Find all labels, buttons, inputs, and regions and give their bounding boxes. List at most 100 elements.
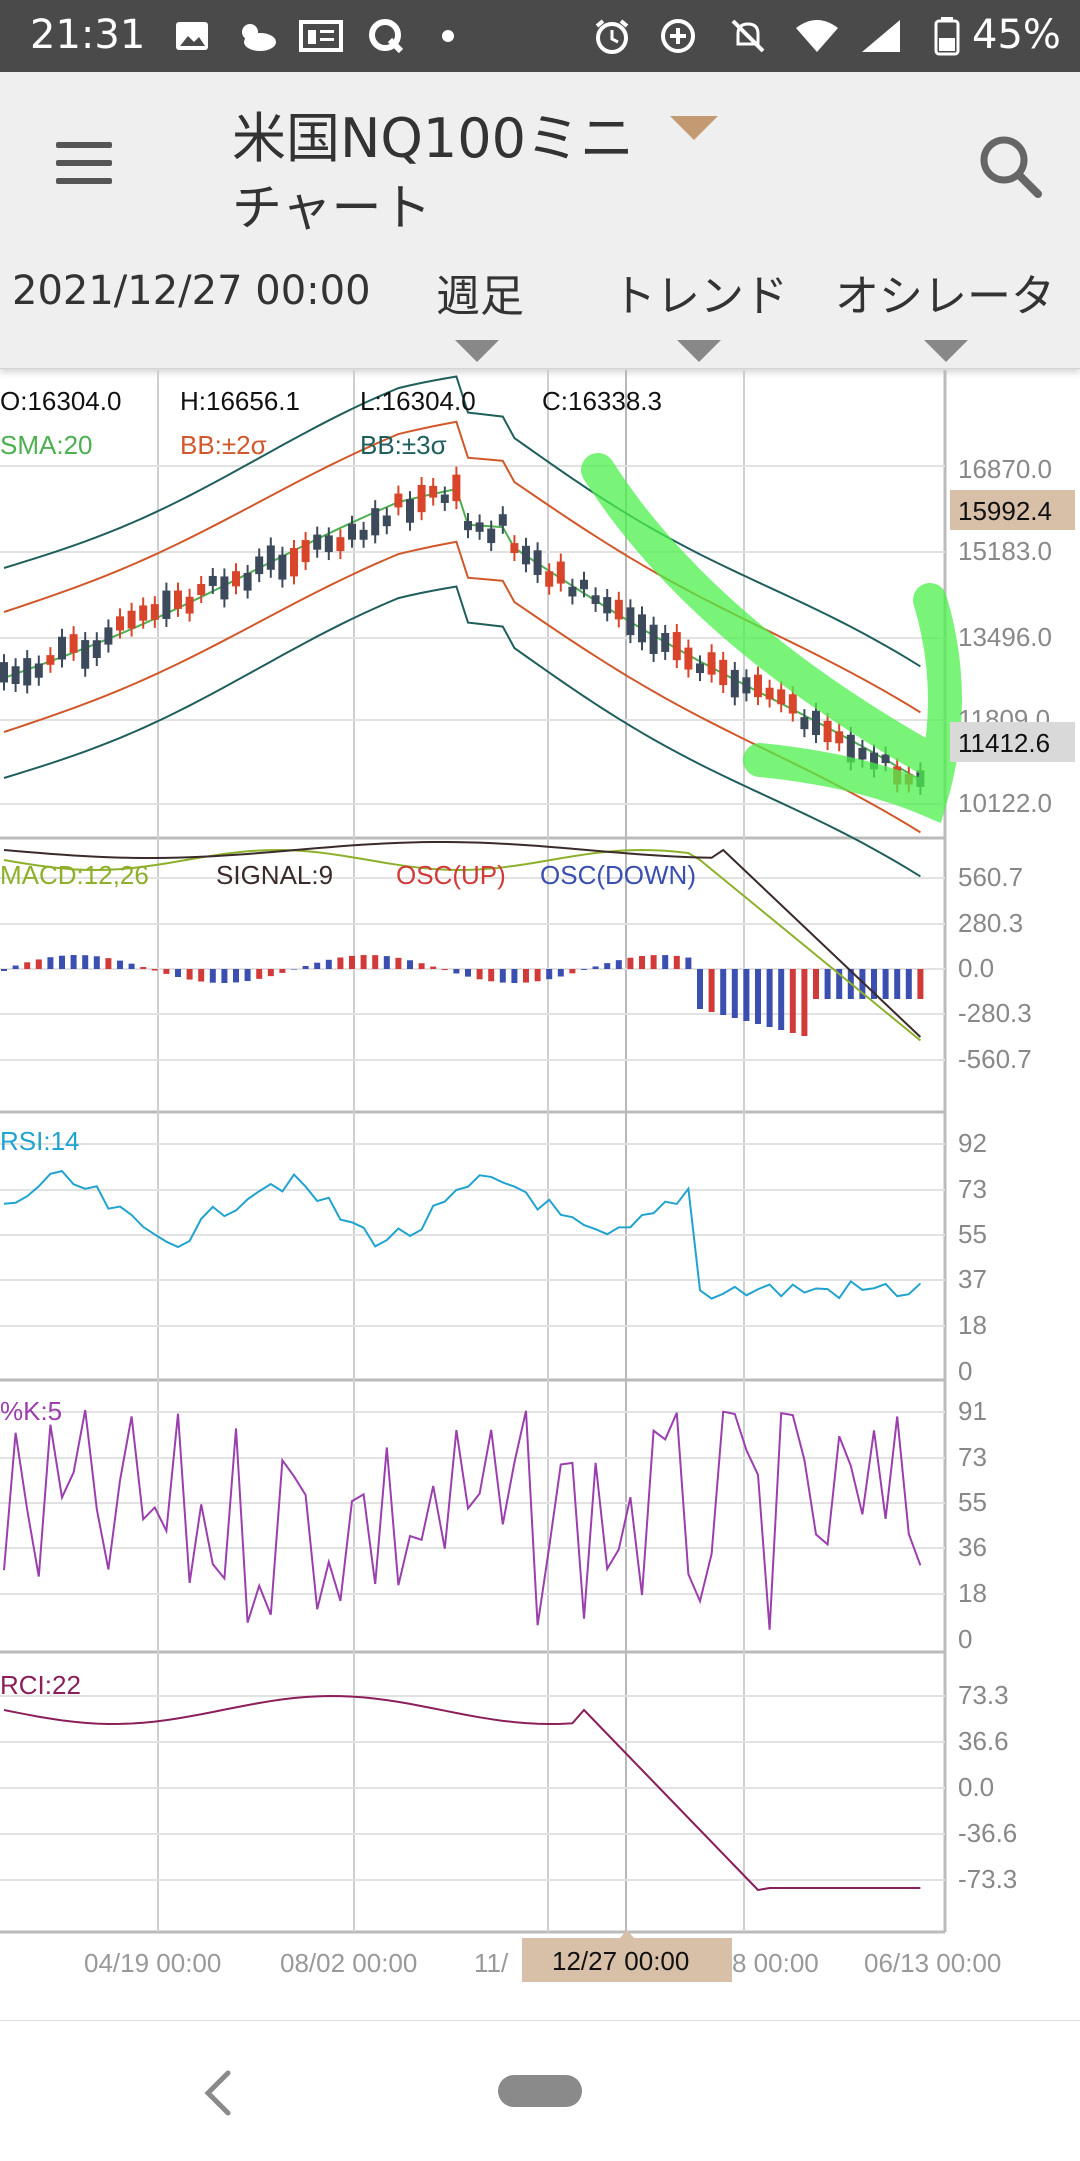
instrument-dropdown-icon[interactable]	[670, 116, 718, 140]
status-time: 21:31	[30, 12, 145, 58]
candle-body	[777, 689, 785, 704]
macd-histogram-bar	[419, 963, 425, 969]
macd-histogram-bar	[152, 969, 158, 971]
macd-histogram-bar	[175, 969, 181, 977]
macd-histogram-bar	[36, 959, 42, 969]
candle-body	[139, 605, 147, 620]
candle-body	[232, 571, 240, 586]
mute-icon	[728, 16, 768, 56]
legend-rci: RCI:22	[0, 1670, 81, 1700]
macd-histogram-bar	[442, 969, 448, 970]
candle-body	[510, 543, 518, 553]
candle-body	[267, 545, 275, 569]
macd-histogram-bar	[523, 969, 529, 983]
candle-body	[336, 537, 344, 551]
candle-body	[81, 640, 89, 669]
candle-body	[766, 688, 774, 700]
macd-histogram-bar	[813, 969, 819, 999]
candle-body	[116, 616, 124, 630]
legend-stoch: %K:5	[0, 1396, 62, 1426]
candle-body	[174, 591, 182, 609]
menu-button[interactable]	[40, 122, 130, 202]
candle-body	[371, 508, 379, 535]
x-tick-4: 8 00:00	[732, 1948, 819, 1978]
candle-body	[684, 648, 692, 670]
macd-histogram-bar	[465, 969, 471, 977]
rci-tick-4: -36.6	[958, 1818, 1017, 1848]
macd-histogram-bar	[767, 969, 773, 1027]
macd-histogram-bar	[500, 969, 506, 983]
timeframe-chevron-down-icon[interactable]	[455, 340, 499, 362]
candle-body	[476, 522, 484, 531]
macd-histogram-bar	[94, 956, 100, 969]
trend-chevron-down-icon[interactable]	[677, 340, 721, 362]
rci-tick-2: 36.6	[958, 1726, 1009, 1756]
candle-body	[673, 632, 681, 660]
app-bar: 米国NQ100ミニ チャート 2021/12/27 00:00 週足 トレンド …	[0, 72, 1080, 369]
candle-body	[313, 535, 321, 550]
price-badge-last: 11412.6	[958, 728, 1050, 758]
macd-histogram-bar	[697, 969, 703, 1009]
macd-histogram-bar	[337, 957, 343, 969]
candle-body	[522, 546, 530, 565]
candle-body	[487, 529, 495, 544]
home-pill-button[interactable]	[498, 2075, 582, 2107]
legend-osc-down: OSC(DOWN)	[540, 860, 696, 890]
candle-body	[162, 591, 170, 619]
legend-sma: SMA:20	[0, 430, 93, 460]
macd-tick-4: -280.3	[958, 998, 1032, 1028]
candle-body	[812, 711, 820, 735]
candle-body	[394, 494, 402, 508]
candle-body	[568, 587, 576, 597]
macd-histogram-bar	[349, 956, 355, 969]
signal-icon	[858, 16, 904, 56]
macd-histogram-bar	[593, 966, 599, 969]
trend-dropdown[interactable]: トレンド	[600, 260, 800, 324]
stoch-tick-3: 55	[958, 1487, 987, 1517]
macd-histogram-bar	[407, 960, 413, 969]
rsi-tick-2: 73	[958, 1174, 987, 1204]
x-cursor-label: 12/27 00:00	[552, 1946, 689, 1976]
macd-histogram-bar	[709, 969, 715, 1012]
macd-histogram-bar	[674, 956, 680, 969]
rci-line	[4, 1696, 920, 1890]
timeframe-dropdown[interactable]: 週足	[420, 260, 540, 324]
candle-body	[754, 675, 762, 697]
instrument-title[interactable]: 米国NQ100ミニ	[232, 94, 634, 173]
x-tick-2: 08/02 00:00	[280, 1948, 417, 1978]
candle-body	[383, 515, 391, 526]
candle-body	[0, 662, 8, 682]
stoch-tick-1: 91	[958, 1396, 987, 1426]
price-tick-3: 13496.0	[958, 622, 1052, 652]
macd-histogram-bar	[720, 969, 726, 1015]
search-icon[interactable]	[970, 126, 1050, 206]
oscillator-chevron-down-icon[interactable]	[924, 340, 968, 362]
candle-body	[220, 576, 228, 599]
chart-area[interactable]: O:16304.0 H:16656.1 L:16304.0 C:16338.3 …	[0, 370, 1080, 2020]
macd-histogram-bar	[627, 958, 633, 969]
legend-rsi: RSI:14	[0, 1126, 80, 1156]
macd-histogram-bar	[790, 969, 796, 1033]
legend-bb3: BB:±3σ	[360, 430, 447, 460]
macd-histogram-bar	[662, 955, 668, 969]
weather-icon	[232, 16, 280, 56]
candle-body	[197, 584, 205, 595]
q-app-icon	[366, 16, 406, 56]
ohlc-open: O:16304.0	[0, 386, 121, 416]
status-bar: 21:31 45%	[0, 0, 1080, 72]
price-badge-upper: 15992.4	[958, 496, 1052, 526]
macd-histogram-bar	[71, 955, 77, 969]
candle-body	[290, 548, 298, 576]
candle-body	[348, 524, 356, 540]
macd-histogram-bar	[894, 969, 900, 999]
candle-body	[626, 607, 634, 635]
oscillator-dropdown[interactable]: オシレータ	[830, 260, 1060, 324]
macd-histogram-bar	[906, 969, 912, 999]
candle-body	[104, 627, 112, 644]
macd-histogram-bar	[198, 969, 204, 982]
candle-body	[638, 614, 646, 642]
macd-histogram-bar	[303, 966, 309, 969]
macd-histogram-bar	[651, 955, 657, 969]
back-icon[interactable]	[190, 2063, 250, 2123]
rci-tick-5: -73.3	[958, 1864, 1017, 1894]
